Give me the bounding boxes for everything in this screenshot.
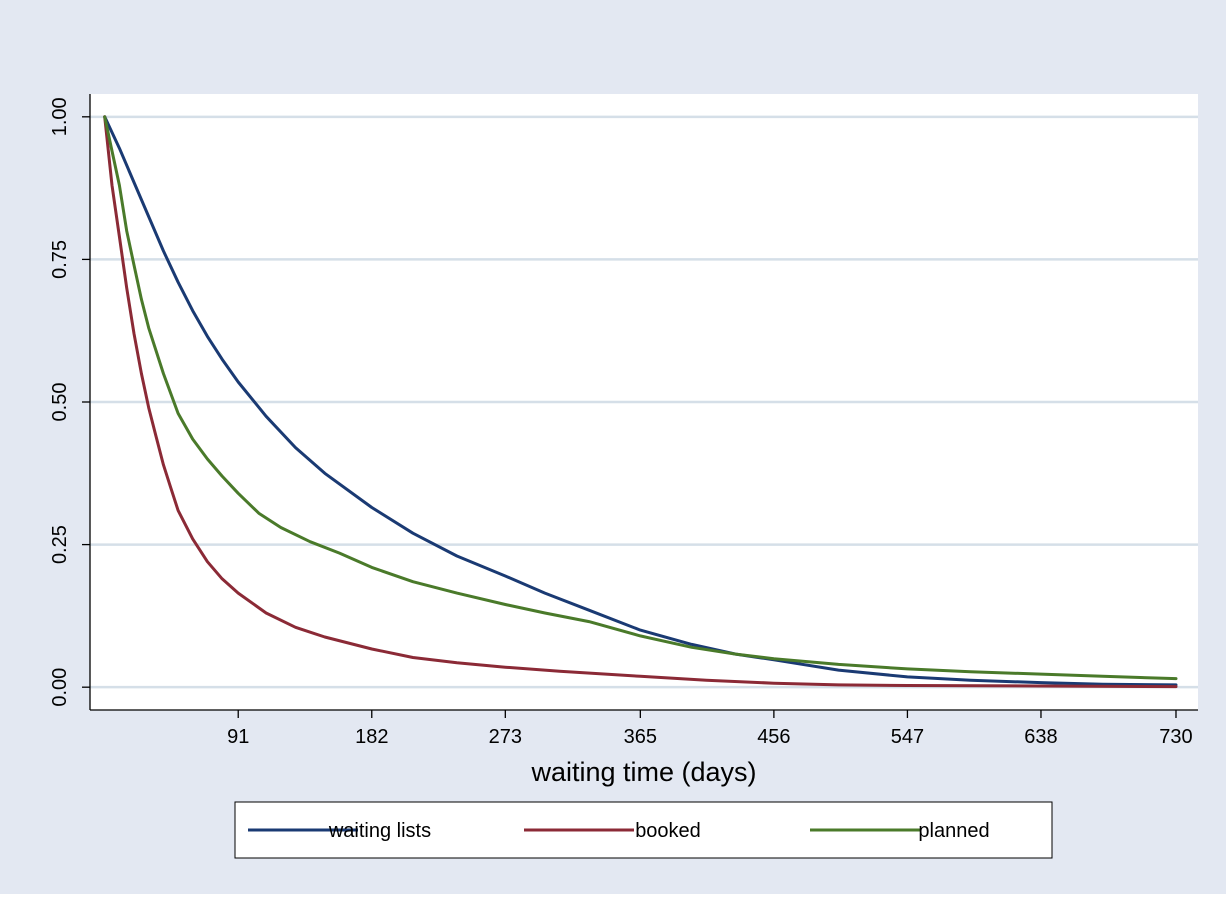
x-tick-label: 182 (355, 726, 388, 748)
legend-label: booked (635, 820, 701, 842)
y-tick-label: 0.00 (49, 668, 71, 707)
legend: waiting lists booked planned (234, 801, 1053, 859)
x-tick-label: 273 (489, 726, 522, 748)
y-tick-label: 0.50 (49, 383, 71, 422)
y-tick-label: 0.75 (49, 240, 71, 279)
series-line-booked (103, 115, 1178, 689)
series-line-waiting-lists (103, 115, 1178, 687)
x-tick-label: 365 (624, 726, 657, 748)
y-tick-label: 1.00 (49, 97, 71, 136)
x-axis-title: waiting time (days) (530, 757, 756, 787)
x-tick-label: 638 (1024, 726, 1057, 748)
x-tick-label: 547 (891, 726, 924, 748)
legend-label: waiting lists (328, 820, 431, 842)
legend-label: planned (918, 820, 989, 842)
gridlines (90, 115, 1198, 689)
x-tick-label: 91 (227, 726, 249, 748)
series-line-planned (103, 115, 1178, 681)
x-tick-label: 456 (757, 726, 790, 748)
y-tick-label: 0.25 (49, 525, 71, 564)
series-lines (103, 115, 1178, 689)
x-tick-label: 730 (1159, 726, 1192, 748)
axis-ticks: 0.00 0.25 0.50 0.75 1.00 91 182 273 365 456 547 638… (49, 97, 1193, 748)
